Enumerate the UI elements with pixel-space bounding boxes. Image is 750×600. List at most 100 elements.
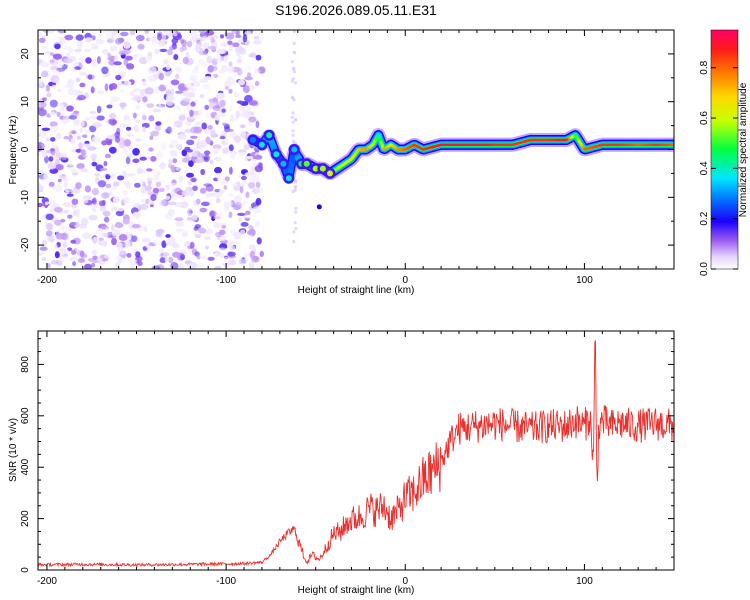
noise-speckle: [248, 116, 257, 123]
noise-speckle: [49, 111, 56, 117]
noise-speckle: [106, 104, 113, 109]
noise-speckle: [49, 148, 55, 152]
noise-speckle: [144, 30, 150, 34]
noise-speckle: [90, 153, 97, 160]
noise-speckle: [178, 114, 186, 121]
noise-speckle: [43, 30, 49, 34]
noise-speckle: [244, 155, 254, 160]
noise-speckle: [108, 113, 117, 120]
noise-speckle: [179, 38, 185, 44]
noise-speckle: [213, 147, 219, 154]
noise-speckle: [49, 99, 58, 108]
ridge-point: [285, 175, 292, 182]
noise-speckle: [89, 214, 98, 221]
noise-speckle: [59, 37, 66, 45]
noise-speckle: [163, 83, 168, 88]
noise-speckle: [187, 216, 192, 221]
noise-speckle: [107, 135, 114, 140]
noise-speckle: [118, 250, 127, 255]
noise-speckle: [133, 94, 143, 99]
noise-speckle: [92, 207, 97, 212]
ridge-point: [303, 160, 310, 167]
noise-speckle: [248, 182, 256, 189]
noise-speckle: [63, 209, 70, 214]
noise-speckle: [139, 203, 149, 211]
noise-speckle: [157, 40, 166, 47]
noise-speckle: [253, 40, 262, 45]
noise-speckle: [111, 237, 117, 246]
colorbar: 0.0 0.2 0.4 0.6 0.8 Normalized spectral ampl…: [699, 29, 749, 276]
noise-speckle: [110, 206, 119, 212]
noise-speckle: [134, 182, 141, 188]
noise-speckle: [135, 138, 142, 142]
y-tick-label: 600: [20, 407, 31, 424]
noise-speckle: [125, 55, 133, 61]
noise-speckle: [219, 136, 226, 140]
noise-speckle: [218, 112, 225, 118]
noise-speckle: [128, 258, 138, 264]
noise-speckle: [91, 198, 96, 204]
noise-speckle: [254, 80, 260, 87]
noise-speckle: [181, 149, 188, 157]
noise-speckle: [74, 48, 82, 53]
noise-speckle: [71, 249, 77, 255]
noise-speckle: [54, 43, 61, 50]
noise-speckle: [196, 262, 205, 269]
snr-frame: [37, 330, 675, 571]
y-tick-label: -20: [20, 237, 31, 252]
noise-speckle: [244, 94, 253, 103]
noise-speckle: [126, 252, 132, 258]
noise-speckle: [52, 53, 63, 60]
noise-speckle: [236, 39, 245, 43]
noise-speckle: [63, 136, 70, 140]
noise-speckle: [159, 248, 165, 254]
noise-speckle: [76, 163, 85, 169]
noise-speckle: [143, 226, 148, 230]
noise-speckle: [132, 112, 137, 119]
noise-speckle: [248, 84, 255, 91]
noise-speckle: [144, 185, 153, 192]
noise-speckle: [174, 217, 184, 222]
noise-speckle: [150, 194, 157, 201]
noise-speckle: [259, 250, 264, 258]
noise-speckle: [174, 106, 181, 111]
noise-speckle: [207, 65, 215, 73]
noise-speckle: [79, 72, 88, 76]
noise-speckle: [73, 119, 81, 125]
noise-speckle: [95, 39, 105, 45]
noise-speckle: [166, 126, 172, 134]
noise-speckle: [294, 180, 298, 184]
noise-speckle: [155, 181, 162, 187]
noise-speckle: [38, 152, 42, 157]
noise-speckle: [208, 210, 217, 218]
noise-speckle: [123, 41, 131, 49]
noise-speckle: [126, 173, 136, 177]
noise-speckle: [228, 46, 233, 51]
noise-speckle: [247, 230, 254, 235]
noise-speckle: [126, 63, 135, 70]
noise-speckle: [169, 149, 178, 157]
noise-speckle: [122, 190, 129, 196]
ridge-point: [327, 170, 333, 177]
noise-speckle: [57, 59, 65, 67]
noise-speckle: [125, 181, 132, 189]
noise-speckle: [187, 91, 196, 98]
noise-speckle: [177, 133, 187, 140]
noise-speckle: [132, 211, 142, 219]
noise-speckle: [62, 202, 72, 208]
noise-speckle: [69, 256, 78, 262]
noise-speckle: [96, 228, 104, 233]
noise-speckle: [91, 161, 98, 167]
noise-speckle: [105, 183, 112, 189]
noise-speckle: [38, 37, 46, 44]
noise-speckle: [229, 128, 234, 133]
noise-speckle: [218, 252, 225, 259]
noise-speckle: [99, 167, 108, 171]
noise-speckle: [137, 261, 143, 267]
noise-speckle: [53, 203, 59, 208]
noise-speckle: [244, 172, 253, 177]
noise-speckle: [214, 56, 223, 63]
noise-speckle: [205, 245, 209, 250]
noise-speckle: [254, 154, 263, 160]
noise-speckle: [226, 77, 235, 85]
